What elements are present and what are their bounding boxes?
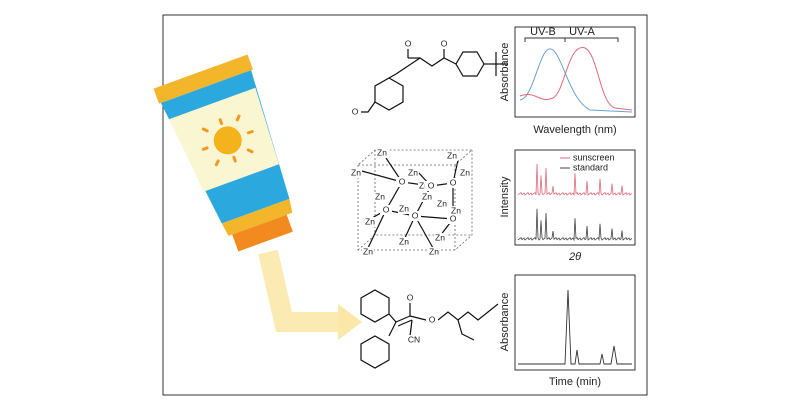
atom-label: Zn (399, 236, 409, 246)
atom-label: Zn (422, 191, 432, 201)
atom-label: O (412, 210, 419, 220)
atom-bg (426, 315, 438, 325)
atom-label: Zn (419, 180, 429, 190)
atom-label: Zn (365, 216, 375, 226)
atom-bg (450, 206, 462, 216)
atom-label: O (383, 204, 390, 214)
atom-bg (418, 181, 430, 191)
atom-bg (380, 205, 392, 215)
atom-label: Zn (377, 147, 387, 157)
atom-label: Zn (429, 246, 439, 256)
atom-label: Zn (363, 246, 373, 256)
y-axis-label: Absorbance (499, 293, 511, 352)
atom-bg (364, 217, 376, 227)
standard-pattern (517, 208, 633, 242)
atom-label: Zn (399, 203, 409, 213)
atom-bg (402, 39, 414, 49)
atom-bg (438, 39, 450, 49)
band-label: UV-B (530, 26, 556, 38)
atom-label: O (429, 314, 436, 324)
atom-bg (459, 168, 471, 178)
atom-label: O (399, 176, 406, 186)
x-axis-label: 2θ (568, 251, 581, 263)
atom-bg (447, 178, 459, 188)
atom-label: O (450, 177, 457, 187)
atom-label: O (405, 38, 412, 48)
atom-label: Zn (351, 167, 361, 177)
chromatogram-trace (518, 289, 632, 365)
atom-bg (436, 199, 448, 209)
avobenzone-structure (360, 48, 508, 113)
x-axis-label: Time (min) (549, 376, 601, 388)
y-axis-label: Intensity (499, 176, 511, 217)
x-axis-label: Wavelength (nm) (533, 124, 616, 136)
atom-label: CN (408, 334, 420, 344)
atom-bg (421, 192, 433, 202)
atom-bg (376, 148, 388, 158)
atom-bg (407, 168, 419, 178)
arrow-head (338, 304, 362, 340)
atom-bg (362, 247, 374, 257)
arrow (258, 249, 340, 332)
uva-curve (519, 47, 633, 111)
sunscreen-tube (153, 54, 293, 252)
atom-label: Zn (451, 205, 461, 215)
atom-label: Zn (437, 198, 447, 208)
uvb-curve (519, 48, 633, 113)
band-label: UV-A (569, 26, 595, 38)
atom-bg (428, 247, 440, 257)
atom-label: Zn (408, 167, 418, 177)
atom-bg (398, 237, 410, 247)
atom-label: O (352, 106, 359, 116)
atom-bg (398, 204, 410, 214)
atom-bg (374, 192, 386, 202)
atom-label: O (407, 292, 414, 302)
atom-label: Zn (447, 150, 457, 160)
atom-bg (425, 181, 437, 191)
legend-label: standard (573, 162, 608, 172)
atom-bg (446, 151, 458, 161)
octocrylene-structure (360, 289, 499, 369)
atom-bg (404, 293, 416, 303)
atom-label: O (441, 38, 448, 48)
atom-label: Zn (435, 232, 445, 242)
y-axis-label: Absorbance (499, 43, 511, 102)
atom-bg (349, 107, 361, 117)
atom-bg (350, 168, 362, 178)
atom-label: Zn (460, 167, 470, 177)
atom-bg (434, 233, 446, 243)
atom-bg (396, 177, 408, 187)
sunscreen-pattern (517, 163, 633, 197)
atom-label: Zn (375, 191, 385, 201)
atom-bg (408, 335, 420, 345)
atom-bg (409, 211, 421, 221)
plot-frames (514, 26, 636, 371)
atom-label: O (428, 180, 435, 190)
atom-bg (447, 214, 459, 224)
atom-label: O (450, 213, 457, 223)
legend-label: sunscreen (573, 152, 615, 162)
uv-brackets (524, 37, 619, 42)
